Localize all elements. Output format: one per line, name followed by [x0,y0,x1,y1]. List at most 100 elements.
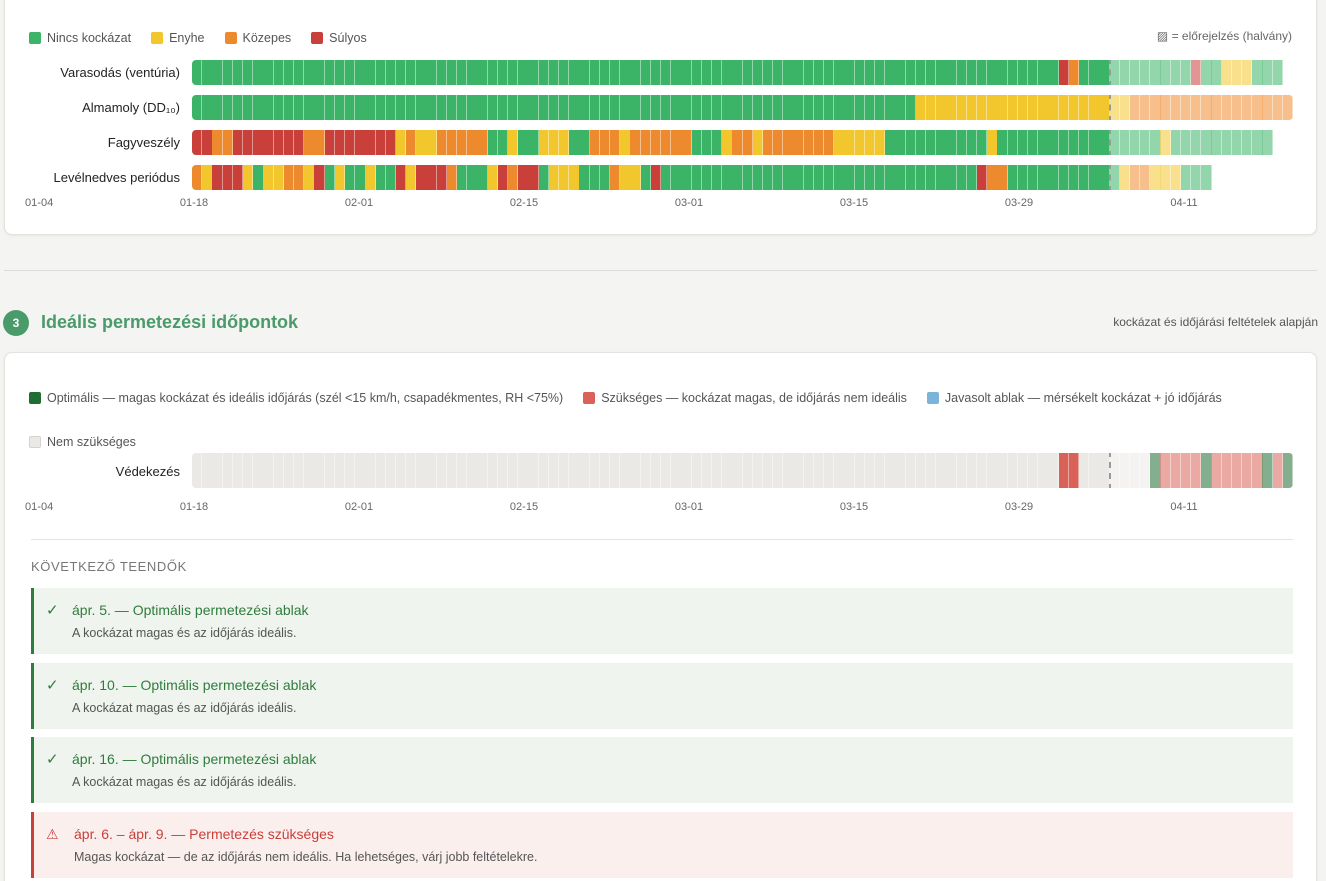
chart-cell [273,130,284,155]
legend-item-severe: Súlyos [311,31,367,45]
chart-cell [732,60,743,85]
chart-cell [1150,130,1161,155]
chart-cell [1048,60,1059,85]
chart-cell [293,130,305,155]
legend-swatch-mild [151,32,164,44]
chart-cell [630,453,641,488]
chart-cell [426,130,437,155]
chart-cell [192,453,203,488]
chart-cell [1129,130,1141,155]
chart-cell [497,453,509,488]
chart-cell [344,453,356,488]
chart-cell [997,165,1008,190]
chart-cell [722,453,733,488]
chart-cell [671,130,682,155]
chart-cell [1119,130,1131,155]
chart-cell [293,453,305,488]
chart-cell [1007,165,1018,190]
axis-tick-label: 03-29 [1004,197,1034,209]
chart-cell [885,130,896,155]
chart-cell [406,165,417,190]
chart-cell [599,95,611,120]
check-icon: ✓ [46,602,59,619]
next-step-item: ⚠ ápr. 6. – ápr. 9. — Permetezés szüksége… [31,812,1293,878]
chart-cell [508,165,519,190]
chart-cell [548,165,560,190]
legend-item-mild: Enyhe [151,31,205,45]
chart-cell [711,95,723,120]
chart-cell [1150,165,1161,190]
chart-cell [365,95,376,120]
chart-cell [864,130,876,155]
chart-cell [956,165,967,190]
next-steps-divider [31,539,1293,540]
chart-cell [1160,95,1171,120]
risk-row-label: Varasodás (ventúria) [60,65,180,80]
chart-cell [722,165,733,190]
chart-cell [314,95,325,120]
chart-cell [457,165,468,190]
chart-cell [640,130,651,155]
chart-cell [752,95,764,120]
chart-cell [1058,165,1069,190]
chart-cell [222,130,233,155]
chart-cell [803,165,815,190]
chart-cell [650,95,662,120]
chart-cell [1078,60,1090,85]
axis-tick-label: 03-15 [839,501,869,513]
chart-cell [497,95,509,120]
chart-cell [905,130,916,155]
chart-cell [732,453,743,488]
chart-cell [1231,453,1243,488]
chart-cell [1048,130,1059,155]
chart-cell [1027,453,1039,488]
chart-cell [446,95,458,120]
chart-cell [671,60,682,85]
chart-cell [926,165,937,190]
chart-cell [905,165,916,190]
chart-cell [477,453,488,488]
chart-cell [1160,165,1171,190]
forecast-divider-line [1108,453,1111,488]
chart-cell [283,453,295,488]
chart-cell [1058,95,1069,120]
chart-cell [946,60,957,85]
chart-cell [762,165,774,190]
chart-cell [864,60,876,85]
chart-cell [1252,95,1263,120]
chart-cell [589,453,600,488]
chart-cell [742,60,753,85]
chart-cell [1048,95,1059,120]
chart-cell [885,95,896,120]
chart-cell [579,453,590,488]
chart-cell [966,95,978,120]
axis-tick-label: 02-01 [344,197,374,209]
chart-cell [324,95,335,120]
chart-cell [1007,60,1018,85]
chart-cell [671,95,682,120]
chart-cell [202,60,213,85]
chart-cell [253,165,264,190]
chart-cell [742,130,753,155]
section-subtitle: kockázat és időjárási feltételek alapján [1113,315,1318,329]
chart-cell [375,130,386,155]
chart-cell [344,130,356,155]
chart-cell [895,453,906,488]
next-step-item: ✓ ápr. 16. — Optimális permetezési ablak A… [31,737,1293,803]
chart-cell [905,60,916,85]
chart-cell [824,453,835,488]
spray-timing-card: Optimális — magas kockázat és ideális id… [4,352,1317,881]
chart-cell [1017,95,1029,120]
chart-cell [1068,130,1080,155]
chart-cell [1150,453,1161,488]
legend-label-severe: Súlyos [329,31,367,45]
chart-cell [650,453,662,488]
chart-cell [1221,95,1233,120]
chart-cell [324,60,335,85]
legend-item-optimal: Optimális — magas kockázat és ideális id… [29,391,563,405]
chart-cell [293,60,305,85]
chart-cell [385,165,397,190]
legend-item-needed: Szükséges — kockázat magas, de időjárás … [583,391,907,405]
chart-cell [793,95,804,120]
chart-cell [844,165,855,190]
